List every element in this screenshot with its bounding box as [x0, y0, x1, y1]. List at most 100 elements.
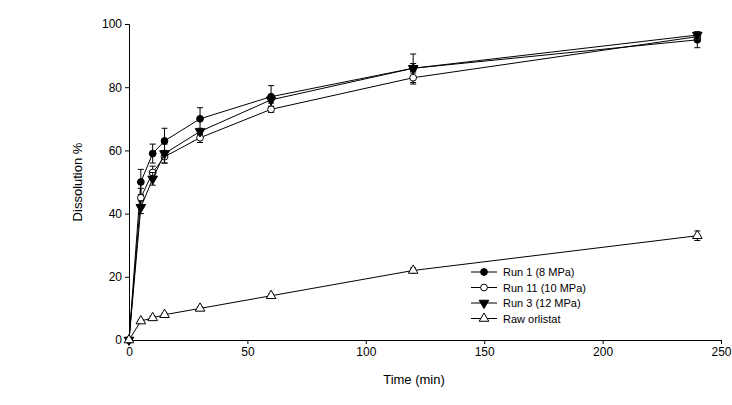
tick-label: 80: [109, 81, 123, 95]
tick-mark: [603, 340, 604, 344]
error-cap: [150, 172, 156, 173]
error-bar: [197, 108, 203, 130]
marker: [268, 106, 275, 113]
tick-label: 20: [109, 270, 123, 284]
series: [124, 230, 702, 343]
tick-label: 100: [102, 17, 122, 31]
line: [129, 236, 697, 340]
y-axis: 0 20 40 60 80 100: [102, 17, 130, 347]
error-cap: [162, 128, 168, 129]
marker: [160, 309, 170, 317]
tick: 250: [711, 340, 731, 359]
legend-label: Run 1 (8 MPa): [503, 266, 575, 278]
legend-label: Raw orlistat: [503, 313, 560, 325]
tick-mark: [247, 340, 248, 344]
tick-label: 100: [356, 345, 376, 359]
marker: [195, 303, 205, 311]
error-cap: [138, 188, 144, 189]
error-cap: [138, 200, 144, 201]
legend-entry: Run 11 (10 MPa): [471, 282, 586, 294]
error-cap: [150, 144, 156, 145]
error-cap: [410, 54, 416, 55]
tick: 60: [109, 144, 129, 158]
tick: 80: [109, 81, 129, 95]
marker: [136, 205, 146, 213]
error-cap: [694, 240, 700, 241]
tick-mark: [125, 24, 129, 25]
legend-marker: [481, 284, 488, 291]
marker: [160, 151, 170, 159]
tick-label: 50: [241, 345, 255, 359]
error-cap: [410, 63, 416, 64]
error-cap: [410, 84, 416, 85]
tick: 100: [102, 17, 129, 31]
tick-mark: [125, 150, 129, 151]
legend-marker: [479, 300, 489, 308]
tick-mark: [125, 277, 129, 278]
x-axis: 0 50 100 150 200 250: [126, 340, 732, 359]
tick-label: 0: [115, 333, 122, 347]
error-cap: [138, 169, 144, 170]
series: [126, 32, 701, 343]
marker: [408, 65, 418, 73]
error-cap: [268, 85, 274, 86]
error-cap: [150, 163, 156, 164]
marker: [148, 176, 158, 184]
marker: [197, 115, 204, 122]
marker: [149, 150, 156, 157]
tick-label: 250: [711, 345, 731, 359]
tick-mark: [125, 87, 129, 88]
y-axis-title: Dissolution %: [70, 142, 85, 221]
legend-entry: Run 3 (12 MPa): [471, 297, 581, 309]
tick-mark: [366, 340, 367, 344]
marker: [408, 265, 418, 273]
tick: 150: [475, 340, 495, 359]
legend-entry: Raw orlistat: [471, 313, 560, 325]
tick-mark: [125, 214, 129, 215]
tick-label: 200: [593, 345, 613, 359]
series: [124, 32, 702, 346]
tick: 40: [109, 207, 129, 221]
error-cap: [162, 163, 168, 164]
tick-label: 60: [109, 144, 123, 158]
tick: 100: [356, 340, 376, 359]
marker: [124, 334, 134, 342]
marker: [137, 194, 144, 201]
series: [126, 33, 701, 343]
error-bar: [150, 144, 156, 163]
tick: 200: [593, 340, 613, 359]
tick-label: 40: [109, 207, 123, 221]
error-cap: [197, 142, 203, 143]
plot: 0 50 100 150 200 250 0 20 40 60 80 100 Run 1 (8 MPa)…: [102, 17, 732, 358]
marker: [161, 138, 168, 145]
legend: Run 1 (8 MPa) Run 11 (10 MPa) Run 3 (12 MP…: [471, 266, 586, 325]
marks: [124, 32, 702, 346]
tick-mark: [484, 340, 485, 344]
legend-label: Run 3 (12 MPa): [503, 297, 581, 309]
marker: [410, 74, 417, 81]
marker: [266, 97, 276, 105]
marker: [693, 32, 703, 40]
legend-marker: [481, 269, 488, 276]
legend-marker: [479, 313, 489, 321]
tick: 20: [109, 270, 129, 284]
marker: [693, 230, 703, 238]
error-cap: [197, 107, 203, 108]
line: [129, 35, 697, 340]
tick-label: 0: [126, 345, 133, 359]
marker: [266, 290, 276, 298]
x-axis-title: Time (min): [383, 372, 445, 387]
tick-mark: [721, 340, 722, 344]
legend-label: Run 11 (10 MPa): [503, 282, 586, 294]
tick-label: 150: [475, 345, 495, 359]
axis-line: [125, 25, 130, 341]
line: [129, 40, 697, 340]
legend-entry: Run 1 (8 MPa): [471, 266, 575, 278]
error-cap: [694, 47, 700, 48]
tick: 50: [241, 340, 255, 359]
line: [129, 37, 697, 340]
error-cap: [162, 163, 168, 164]
chart: 0 50 100 150 200 250 0 20 40 60 80 100 Run 1 (8 MPa)…: [0, 0, 732, 405]
error-cap: [162, 144, 168, 145]
marker: [195, 129, 205, 137]
